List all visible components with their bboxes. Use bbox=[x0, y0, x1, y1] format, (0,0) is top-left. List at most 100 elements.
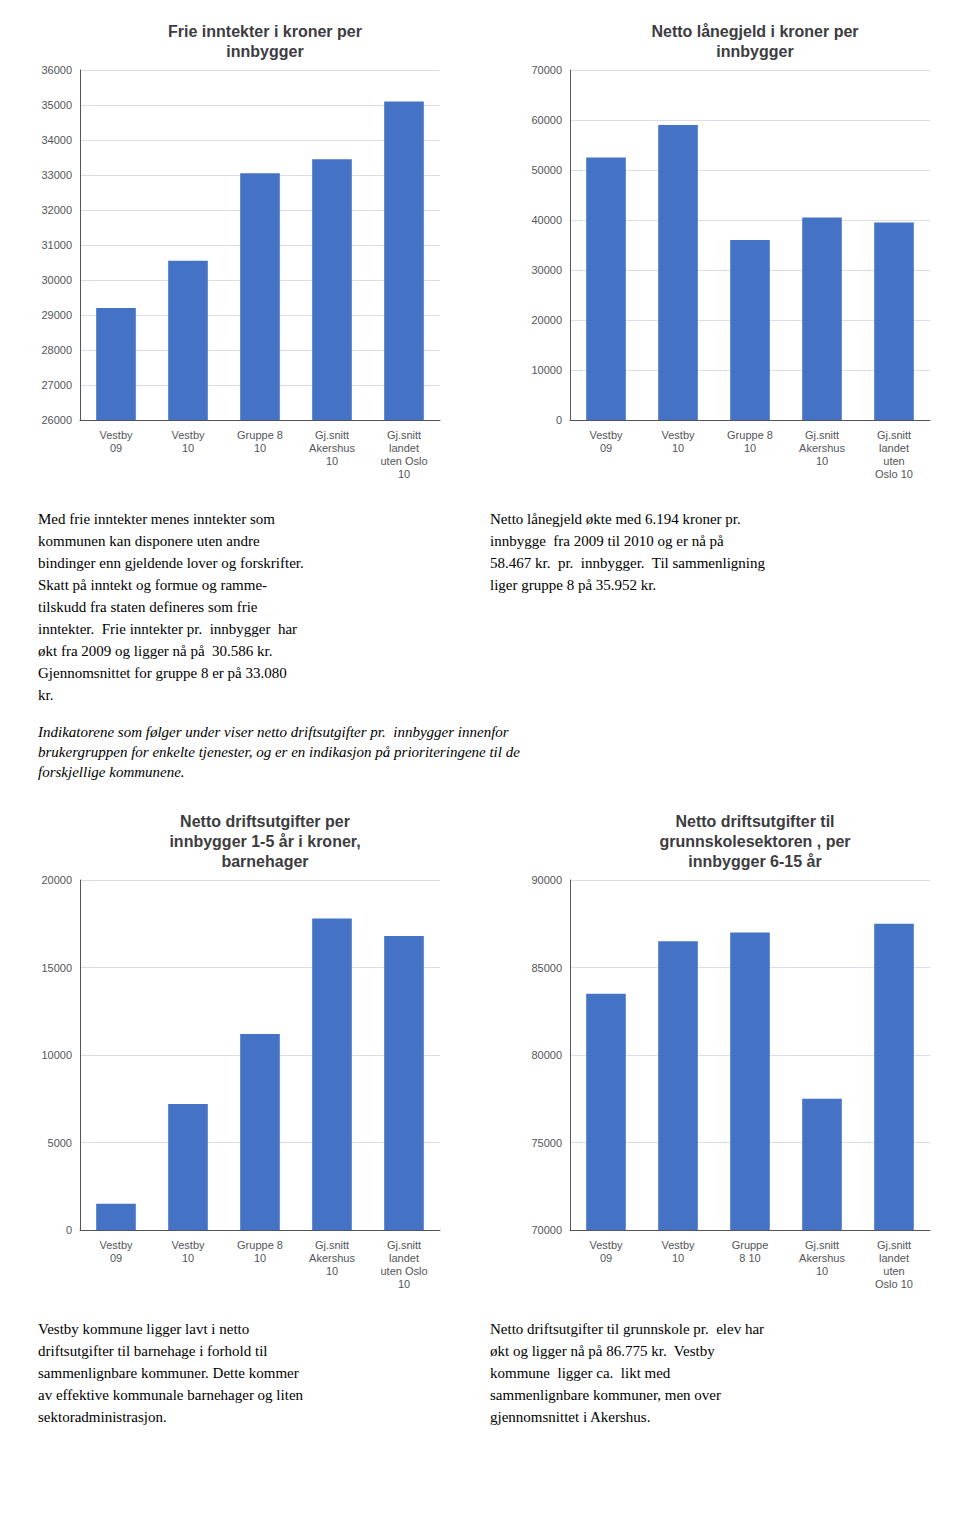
svg-text:forskjellige kommunene.: forskjellige kommunene. bbox=[38, 764, 185, 780]
svg-text:26000: 26000 bbox=[41, 414, 72, 426]
svg-text:32000: 32000 bbox=[41, 204, 72, 216]
svg-text:80000: 80000 bbox=[531, 1049, 562, 1061]
svg-text:innbygger 6-15 år: innbygger 6-15 år bbox=[688, 853, 821, 870]
svg-text:Gj.snitt: Gj.snitt bbox=[387, 429, 421, 441]
svg-text:Gj.snitt: Gj.snitt bbox=[315, 429, 349, 441]
svg-text:10: 10 bbox=[254, 442, 266, 454]
svg-text:sammenlignbare kommuner. Dette: sammenlignbare kommuner. Dette kommer bbox=[38, 1365, 299, 1381]
svg-text:gjennomsnittet i Akershus.: gjennomsnittet i Akershus. bbox=[490, 1409, 650, 1425]
svg-text:10: 10 bbox=[398, 1278, 410, 1290]
svg-text:uten: uten bbox=[883, 1265, 904, 1277]
svg-text:Gj.snitt: Gj.snitt bbox=[805, 429, 839, 441]
svg-text:Gj.snitt: Gj.snitt bbox=[877, 429, 911, 441]
svg-text:70000: 70000 bbox=[531, 64, 562, 76]
svg-text:10: 10 bbox=[816, 455, 828, 467]
svg-text:70000: 70000 bbox=[531, 1224, 562, 1236]
svg-text:driftsutgifter til barnehage i: driftsutgifter til barnehage i forhold t… bbox=[38, 1343, 268, 1359]
svg-text:av effektive kommunale barneha: av effektive kommunale barnehager og lit… bbox=[38, 1387, 304, 1403]
svg-text:innbygger: innbygger bbox=[716, 43, 793, 60]
svg-text:58.467 kr. pr. innbygger. T: 58.467 kr. pr. innbygger. Til sammenlign… bbox=[490, 555, 766, 571]
svg-text:Oslo 10: Oslo 10 bbox=[875, 468, 913, 480]
svg-text:Vestby: Vestby bbox=[589, 1239, 623, 1251]
svg-text:Netto lånegjeld i kroner per: Netto lånegjeld i kroner per bbox=[651, 23, 858, 40]
svg-text:09: 09 bbox=[110, 1252, 122, 1264]
svg-text:Netto driftsutgifter til: Netto driftsutgifter til bbox=[675, 813, 834, 830]
svg-text:10: 10 bbox=[182, 1252, 194, 1264]
svg-text:Netto driftsutgifter til grunn: Netto driftsutgifter til grunnskole pr. … bbox=[490, 1321, 764, 1337]
svg-text:Gj.snitt: Gj.snitt bbox=[877, 1239, 911, 1251]
svg-text:8 10: 8 10 bbox=[739, 1252, 760, 1264]
svg-text:Skatt på inntekt og formue og: Skatt på inntekt og formue og ramme- bbox=[38, 577, 267, 593]
svg-text:Gj.snitt: Gj.snitt bbox=[315, 1239, 349, 1251]
svg-text:30000: 30000 bbox=[531, 264, 562, 276]
svg-text:økt fra 2009 og ligger nå på: økt fra 2009 og ligger nå på 30.586 kr. bbox=[38, 643, 273, 659]
svg-text:10: 10 bbox=[254, 1252, 266, 1264]
svg-text:Vestby: Vestby bbox=[99, 1239, 133, 1251]
svg-text:10: 10 bbox=[326, 1265, 338, 1277]
svg-text:Frie inntekter i kroner per: Frie inntekter i kroner per bbox=[168, 23, 362, 40]
svg-text:kr.: kr. bbox=[38, 687, 53, 703]
svg-text:liger gruppe 8 på 35.952 kr.: liger gruppe 8 på 35.952 kr. bbox=[490, 577, 656, 593]
svg-text:5000: 5000 bbox=[48, 1137, 72, 1149]
svg-text:brukergruppen for enkelte tjen: brukergruppen for enkelte tjenester, og … bbox=[38, 744, 520, 760]
svg-text:Gj.snitt: Gj.snitt bbox=[805, 1239, 839, 1251]
svg-text:Vestby: Vestby bbox=[589, 429, 623, 441]
svg-text:10000: 10000 bbox=[41, 1049, 72, 1061]
svg-text:uten: uten bbox=[883, 455, 904, 467]
svg-text:75000: 75000 bbox=[531, 1137, 562, 1149]
svg-text:sammenlignbare kommuner, men o: sammenlignbare kommuner, men over bbox=[490, 1387, 721, 1403]
svg-text:Vestby: Vestby bbox=[171, 1239, 205, 1251]
svg-text:inntekter. Frie inntekter pr.: inntekter. Frie inntekter pr. innbygger … bbox=[38, 621, 297, 637]
svg-text:10: 10 bbox=[816, 1265, 828, 1277]
svg-text:10000: 10000 bbox=[531, 364, 562, 376]
svg-text:20000: 20000 bbox=[41, 874, 72, 886]
svg-text:09: 09 bbox=[110, 442, 122, 454]
svg-text:barnehager: barnehager bbox=[221, 853, 308, 870]
svg-text:Med frie inntekter menes innte: Med frie inntekter menes inntekter som bbox=[38, 511, 275, 527]
svg-text:31000: 31000 bbox=[41, 239, 72, 251]
svg-text:Gruppe 8: Gruppe 8 bbox=[727, 429, 773, 441]
svg-text:Netto driftsutgifter per: Netto driftsutgifter per bbox=[180, 813, 350, 830]
svg-text:Vestby: Vestby bbox=[661, 1239, 695, 1251]
svg-text:innbygger 1-5 år i kroner,: innbygger 1-5 år i kroner, bbox=[169, 833, 360, 850]
svg-text:landet: landet bbox=[389, 442, 419, 454]
svg-text:10: 10 bbox=[398, 468, 410, 480]
svg-text:Akershus: Akershus bbox=[309, 442, 355, 454]
svg-text:landet: landet bbox=[389, 1252, 419, 1264]
svg-text:Gjennomsnittet for gruppe 8 er: Gjennomsnittet for gruppe 8 er på 33.080 bbox=[38, 665, 287, 681]
svg-text:09: 09 bbox=[600, 1252, 612, 1264]
svg-text:50000: 50000 bbox=[531, 164, 562, 176]
svg-text:09: 09 bbox=[600, 442, 612, 454]
svg-text:Indikatorene som følger under: Indikatorene som følger under viser nett… bbox=[37, 724, 509, 740]
svg-text:bindinger enn gjeldende lover: bindinger enn gjeldende lover og forskri… bbox=[38, 555, 304, 571]
svg-text:Akershus: Akershus bbox=[799, 1252, 845, 1264]
svg-text:40000: 40000 bbox=[531, 214, 562, 226]
svg-text:landet: landet bbox=[879, 442, 909, 454]
svg-text:Vestby: Vestby bbox=[661, 429, 695, 441]
svg-text:innbygger: innbygger bbox=[226, 43, 303, 60]
svg-text:10: 10 bbox=[182, 442, 194, 454]
svg-text:Vestby: Vestby bbox=[171, 429, 205, 441]
svg-text:uten Oslo: uten Oslo bbox=[380, 455, 427, 467]
svg-text:10: 10 bbox=[744, 442, 756, 454]
svg-text:27000: 27000 bbox=[41, 379, 72, 391]
svg-text:sektoradministrasjon.: sektoradministrasjon. bbox=[38, 1409, 167, 1425]
svg-text:85000: 85000 bbox=[531, 962, 562, 974]
svg-text:kommune ligger ca. likt med: kommune ligger ca. likt med bbox=[490, 1365, 671, 1381]
svg-text:29000: 29000 bbox=[41, 309, 72, 321]
svg-text:Gruppe 8: Gruppe 8 bbox=[237, 1239, 283, 1251]
svg-text:kommunen kan disponere uten an: kommunen kan disponere uten andre bbox=[38, 533, 260, 549]
svg-text:15000: 15000 bbox=[41, 962, 72, 974]
svg-text:28000: 28000 bbox=[41, 344, 72, 356]
svg-text:grunnskolesektoren , per: grunnskolesektoren , per bbox=[659, 833, 850, 850]
svg-text:90000: 90000 bbox=[531, 874, 562, 886]
svg-text:0: 0 bbox=[556, 414, 562, 426]
svg-text:10: 10 bbox=[672, 1252, 684, 1264]
svg-text:Gj.snitt: Gj.snitt bbox=[387, 1239, 421, 1251]
svg-text:økt og ligger nå på 86.775 kr.: økt og ligger nå på 86.775 kr. Vestby bbox=[490, 1343, 715, 1359]
svg-text:30000: 30000 bbox=[41, 274, 72, 286]
svg-text:landet: landet bbox=[879, 1252, 909, 1264]
svg-text:Akershus: Akershus bbox=[799, 442, 845, 454]
svg-text:0: 0 bbox=[66, 1224, 72, 1236]
svg-text:Vestby kommune ligger lavt i n: Vestby kommune ligger lavt i netto bbox=[38, 1321, 249, 1337]
